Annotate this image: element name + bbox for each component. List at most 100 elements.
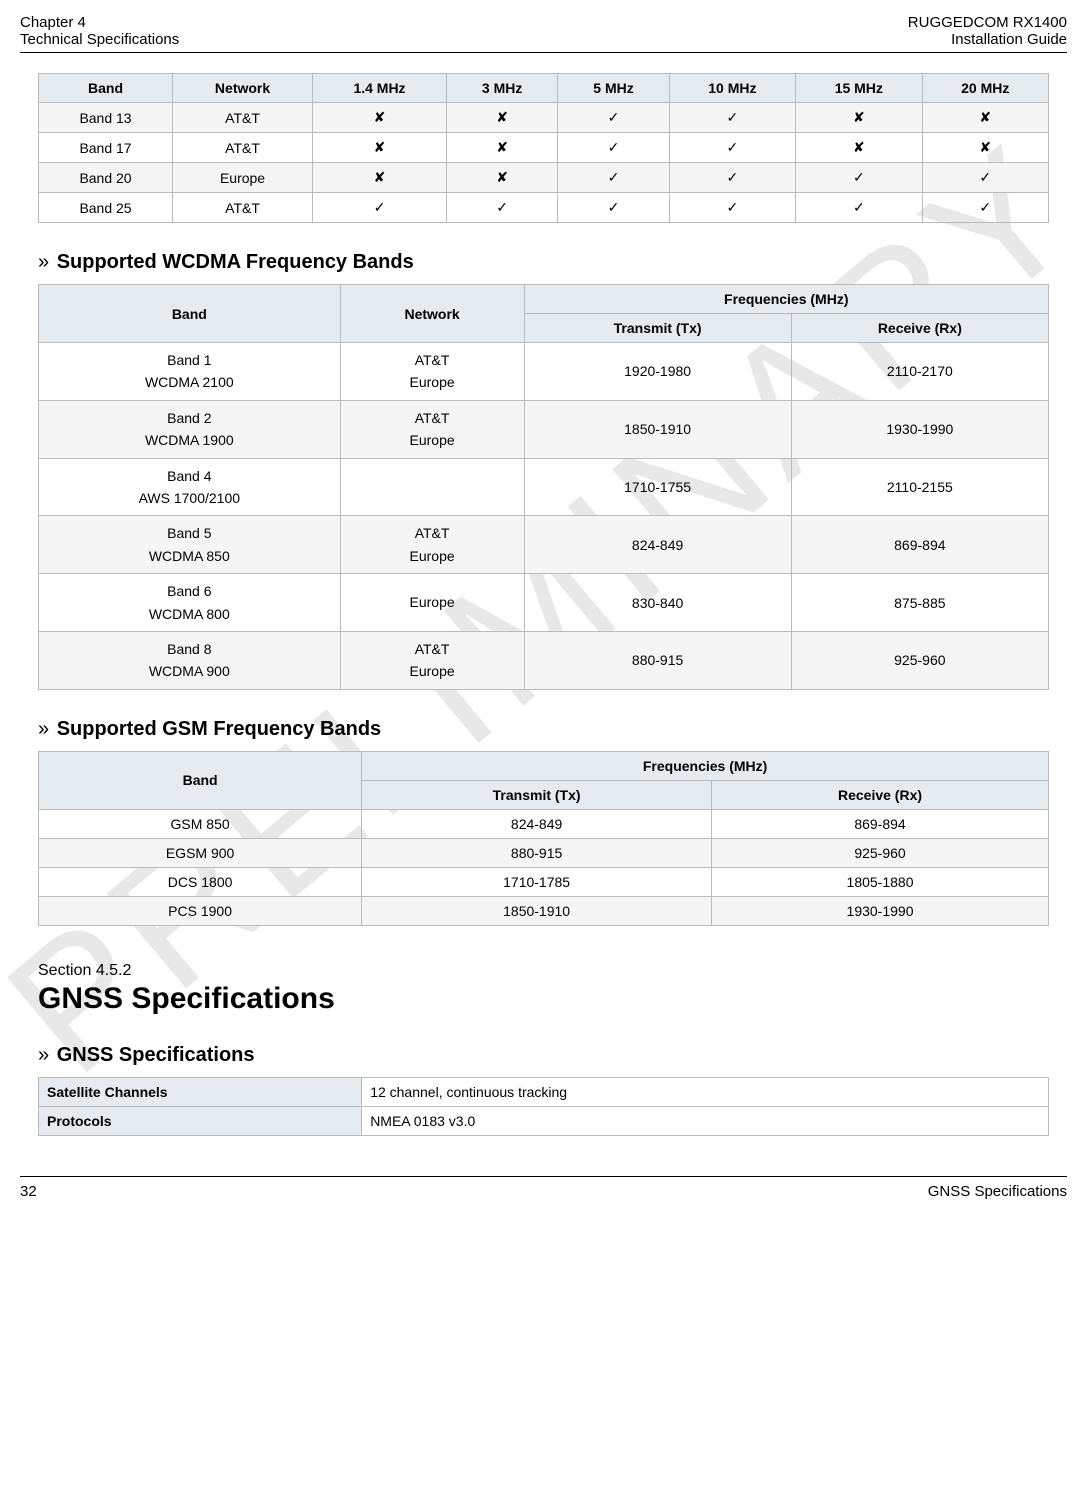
wcdma-col-freq: Frequencies (MHz) (524, 285, 1048, 314)
gnss-table-body: Satellite Channels12 channel, continuous… (39, 1077, 1049, 1135)
table-row: Band 2WCDMA 1900AT&TEurope1850-19101930-… (39, 400, 1049, 458)
table-cell: ✘ (922, 103, 1048, 133)
band-cell: Band 8WCDMA 900 (39, 631, 341, 689)
rx-cell: 2110-2155 (791, 458, 1048, 516)
tx-cell: 880-915 (524, 631, 791, 689)
gsm-table-body: GSM 850824-849869-894EGSM 900880-915925-… (39, 809, 1049, 925)
band-cell: Band 6WCDMA 800 (39, 574, 341, 632)
network-cell: AT&TEurope (340, 631, 524, 689)
table-cell: AT&T (173, 193, 313, 223)
table-cell: AT&T (173, 103, 313, 133)
table-cell: ✓ (558, 133, 669, 163)
tx-cell: 1850-1910 (362, 896, 712, 925)
gsm-col-rx: Receive (Rx) (712, 780, 1049, 809)
lte-table-head: BandNetwork1.4 MHz3 MHz5 MHz10 MHz15 MHz… (39, 74, 1049, 103)
tx-cell: 880-915 (362, 838, 712, 867)
lte-header-cell: 15 MHz (796, 74, 922, 103)
table-cell: ✘ (313, 103, 447, 133)
lte-header-cell: Band (39, 74, 173, 103)
tx-cell: 824-849 (524, 516, 791, 574)
page-content: BandNetwork1.4 MHz3 MHz5 MHz10 MHz15 MHz… (20, 53, 1067, 1136)
chapter-title: Technical Specifications (20, 31, 179, 48)
table-cell: Band 13 (39, 103, 173, 133)
table-cell: ✘ (446, 133, 557, 163)
wcdma-col-network: Network (340, 285, 524, 343)
table-row: GSM 850824-849869-894 (39, 809, 1049, 838)
band-cell: Band 4AWS 1700/2100 (39, 458, 341, 516)
chevron-icon: » (38, 251, 45, 273)
table-cell: ✓ (796, 193, 922, 223)
network-cell (340, 458, 524, 516)
network-cell: AT&TEurope (340, 516, 524, 574)
table-cell: ✓ (669, 163, 795, 193)
tx-cell: 1710-1755 (524, 458, 791, 516)
network-cell: AT&TEurope (340, 343, 524, 401)
product-name: RUGGEDCOM RX1400 (908, 14, 1067, 31)
section-number: Section 4.5.2 (38, 962, 1049, 980)
header-right: RUGGEDCOM RX1400 Installation Guide (908, 14, 1067, 48)
spec-label: Protocols (39, 1106, 362, 1135)
table-row: Band 8WCDMA 900AT&TEurope880-915925-960 (39, 631, 1049, 689)
wcdma-title-text: Supported WCDMA Frequency Bands (57, 251, 414, 273)
rx-cell: 869-894 (791, 516, 1048, 574)
rx-cell: 875-885 (791, 574, 1048, 632)
table-cell: Europe (173, 163, 313, 193)
page-header: Chapter 4 Technical Specifications RUGGE… (20, 14, 1067, 53)
section-title: GNSS Specifications (38, 982, 1049, 1016)
table-cell: Band 20 (39, 163, 173, 193)
band-cell: DCS 1800 (39, 867, 362, 896)
rx-cell: 1930-1990 (712, 896, 1049, 925)
table-row: Band 17AT&T✘✘✓✓✘✘ (39, 133, 1049, 163)
band-cell: Band 5WCDMA 850 (39, 516, 341, 574)
rx-cell: 1805-1880 (712, 867, 1049, 896)
gsm-title-text: Supported GSM Frequency Bands (57, 718, 381, 740)
table-cell: ✘ (313, 133, 447, 163)
lte-header-cell: Network (173, 74, 313, 103)
table-cell: ✓ (669, 193, 795, 223)
table-cell: ✘ (313, 163, 447, 193)
gnss-sub-heading: » GNSS Specifications (38, 1044, 1049, 1067)
gsm-heading: » Supported GSM Frequency Bands (38, 718, 1049, 741)
table-row: Band 4AWS 1700/2100 1710-17552110-2155 (39, 458, 1049, 516)
rx-cell: 925-960 (712, 838, 1049, 867)
table-cell: ✘ (446, 103, 557, 133)
table-cell: ✓ (446, 193, 557, 223)
band-cell: EGSM 900 (39, 838, 362, 867)
lte-header-cell: 10 MHz (669, 74, 795, 103)
table-row: Band 20Europe✘✘✓✓✓✓ (39, 163, 1049, 193)
table-cell: Band 25 (39, 193, 173, 223)
doc-type: Installation Guide (908, 31, 1067, 48)
network-cell: AT&TEurope (340, 400, 524, 458)
tx-cell: 1850-1910 (524, 400, 791, 458)
chevron-icon: » (38, 718, 45, 740)
table-row: Band 6WCDMA 800Europe830-840875-885 (39, 574, 1049, 632)
gsm-col-freq: Frequencies (MHz) (362, 751, 1049, 780)
rx-cell: 1930-1990 (791, 400, 1048, 458)
wcdma-col-tx: Transmit (Tx) (524, 314, 791, 343)
table-row: PCS 19001850-19101930-1990 (39, 896, 1049, 925)
page-footer: 32 GNSS Specifications (20, 1176, 1067, 1216)
page-number: 32 (20, 1183, 37, 1200)
tx-cell: 830-840 (524, 574, 791, 632)
table-cell: ✓ (313, 193, 447, 223)
spec-value: NMEA 0183 v3.0 (362, 1106, 1049, 1135)
table-row: Band 25AT&T✓✓✓✓✓✓ (39, 193, 1049, 223)
lte-header-cell: 1.4 MHz (313, 74, 447, 103)
table-cell: ✓ (558, 193, 669, 223)
footer-section-name: GNSS Specifications (928, 1183, 1067, 1200)
lte-header-cell: 3 MHz (446, 74, 557, 103)
table-row: ProtocolsNMEA 0183 v3.0 (39, 1106, 1049, 1135)
band-cell: Band 2WCDMA 1900 (39, 400, 341, 458)
table-cell: ✓ (669, 133, 795, 163)
rx-cell: 869-894 (712, 809, 1049, 838)
band-cell: GSM 850 (39, 809, 362, 838)
wcdma-bands-table: Band Network Frequencies (MHz) Transmit … (38, 284, 1049, 690)
lte-table-body: Band 13AT&T✘✘✓✓✘✘Band 17AT&T✘✘✓✓✘✘Band 2… (39, 103, 1049, 223)
band-cell: PCS 1900 (39, 896, 362, 925)
chevron-icon: » (38, 1044, 45, 1066)
tx-cell: 824-849 (362, 809, 712, 838)
table-cell: Band 17 (39, 133, 173, 163)
table-cell: ✘ (796, 133, 922, 163)
tx-cell: 1920-1980 (524, 343, 791, 401)
lte-header-cell: 5 MHz (558, 74, 669, 103)
